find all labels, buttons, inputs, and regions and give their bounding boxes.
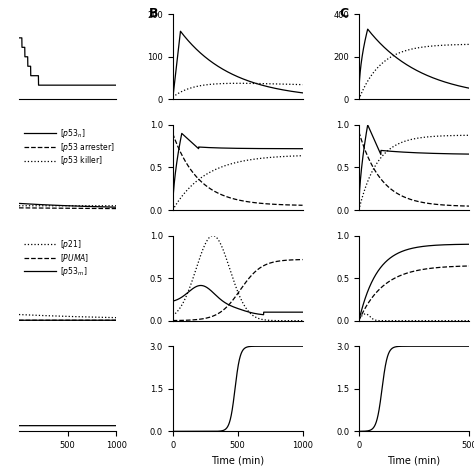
Text: C: C (339, 8, 348, 20)
Text: $[p21]$: $[p21]$ (60, 237, 82, 251)
X-axis label: Time (min): Time (min) (387, 456, 441, 465)
Text: $[p53_n]$: $[p53_n]$ (60, 127, 85, 140)
Text: $[p53_m]$: $[p53_m]$ (60, 265, 87, 278)
Text: $[p53$ killer$]$: $[p53$ killer$]$ (60, 154, 103, 167)
Text: $[PUMA]$: $[PUMA]$ (60, 252, 89, 264)
Text: $[p53$ arrester$]$: $[p53$ arrester$]$ (60, 140, 115, 154)
Text: B: B (149, 8, 159, 20)
X-axis label: Time (min): Time (min) (211, 456, 264, 465)
